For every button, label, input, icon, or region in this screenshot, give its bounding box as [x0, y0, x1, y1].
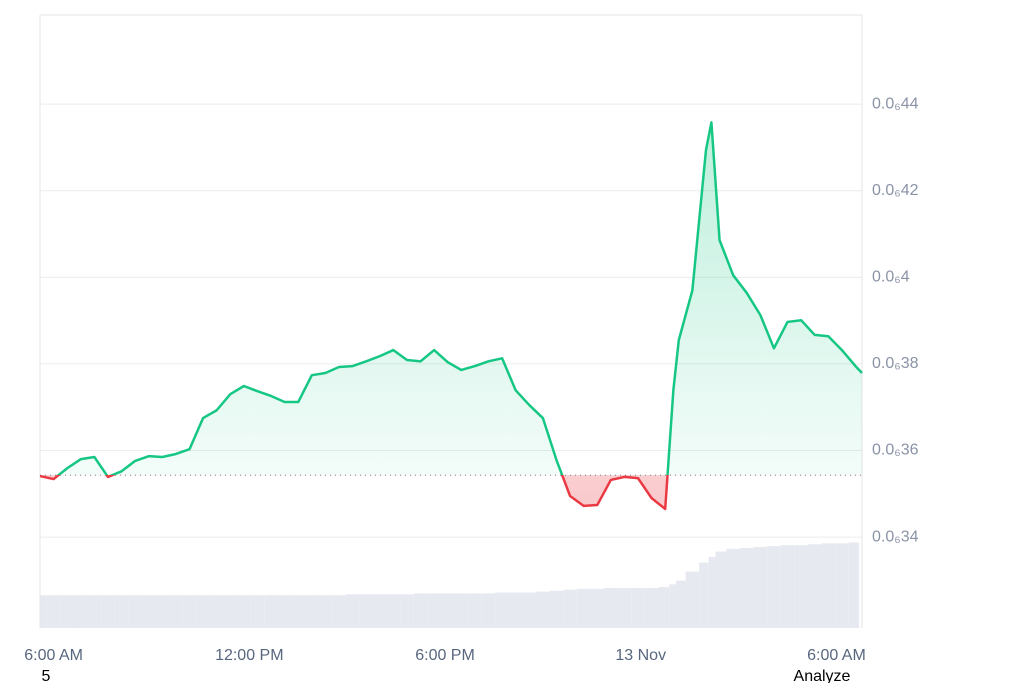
- volume-bar: [676, 580, 686, 628]
- volume-bar: [495, 592, 509, 628]
- volume-bar: [400, 594, 414, 628]
- volume-bar: [631, 587, 645, 628]
- volume-bar: [753, 547, 768, 628]
- volume-bar: [46, 595, 61, 628]
- volume-bar: [658, 587, 670, 628]
- volume-bar: [848, 542, 859, 628]
- volume-bar: [739, 547, 754, 628]
- volume-bar: [563, 589, 577, 628]
- x-tick-label: 6:00 AM: [807, 647, 866, 664]
- volume-bar: [835, 543, 849, 628]
- y-tick-label: 0.0₆42: [872, 182, 919, 199]
- volume-bar: [114, 595, 129, 628]
- volume-bar: [155, 595, 170, 628]
- price-line: [39, 121, 863, 511]
- volume-bar: [237, 595, 251, 628]
- volume-bar: [807, 544, 822, 628]
- volume-bar: [372, 594, 387, 628]
- grid-layer: 0.0₆34 0.0₆36 0.0₆38 0.0₆4 0.0₆42 0.0₆44 6:00 …: [24, 95, 918, 664]
- volume-bar: [644, 587, 659, 628]
- volume-bar: [60, 595, 74, 628]
- volume-bar: [685, 571, 700, 628]
- volume-bar: [468, 593, 482, 628]
- volume-bar: [169, 595, 183, 628]
- volume-bar: [345, 594, 360, 628]
- volume-bar: [858, 542, 860, 628]
- volume-bar: [440, 593, 455, 628]
- volume-bar: [182, 595, 197, 628]
- volume-bar: [318, 595, 333, 628]
- volume-bar: [481, 593, 496, 628]
- volume-bar: [101, 595, 115, 628]
- volume-bar: [454, 593, 469, 628]
- y-tick-label: 0.0₆44: [872, 95, 919, 112]
- volume-bar: [576, 588, 591, 628]
- plot-layer: [39, 121, 863, 511]
- volume-bar: [590, 588, 605, 628]
- volume-bar: [291, 595, 306, 628]
- footer-left: 5: [42, 668, 51, 683]
- x-tick-label: 13 Nov: [615, 647, 666, 664]
- area: [40, 122, 862, 509]
- x-tick-label: 6:00 AM: [24, 647, 83, 664]
- volume-bar: [549, 590, 564, 628]
- volume-bar: [277, 595, 292, 628]
- volume-bar: [264, 595, 278, 628]
- volume-bar: [699, 562, 709, 628]
- volume-bar: [332, 595, 346, 628]
- volume-bar: [386, 594, 401, 628]
- volume-bar: [305, 595, 319, 628]
- volume-bar: [508, 592, 523, 628]
- x-tick-label: 6:00 PM: [415, 647, 475, 664]
- volume-bar: [669, 584, 677, 628]
- volume-layer: [40, 542, 860, 628]
- volume-bar: [794, 545, 808, 628]
- y-tick-label: 0.0₆34: [872, 528, 919, 545]
- volume-bar: [821, 543, 836, 628]
- volume-bar: [196, 595, 210, 628]
- volume-bar: [427, 593, 441, 628]
- volume-bar: [40, 595, 47, 628]
- volume-bar: [617, 587, 632, 628]
- volume-bar: [73, 595, 88, 628]
- volume-bar: [87, 595, 102, 628]
- volume-bar: [780, 545, 795, 628]
- volume-bar: [726, 548, 740, 628]
- volume-bar: [536, 591, 550, 628]
- y-tick-label: 0.0₆36: [872, 442, 919, 459]
- y-tick-label: 0.0₆4: [872, 269, 910, 286]
- volume-bar: [209, 595, 224, 628]
- volume-bar: [708, 557, 716, 628]
- volume-bar: [522, 592, 537, 628]
- volume-bar: [223, 595, 238, 628]
- volume-bar: [767, 546, 781, 628]
- footer-right[interactable]: Analyze: [794, 668, 851, 685]
- volume-bar: [413, 593, 428, 628]
- volume-bar: [250, 595, 265, 628]
- volume-bar: [359, 594, 373, 628]
- volume-bar: [128, 595, 142, 628]
- x-tick-label: 12:00 PM: [215, 647, 283, 664]
- volume-bar: [715, 551, 727, 628]
- volume-bar: [141, 595, 156, 628]
- y-tick-label: 0.0₆38: [872, 355, 919, 372]
- volume-bar: [604, 587, 618, 628]
